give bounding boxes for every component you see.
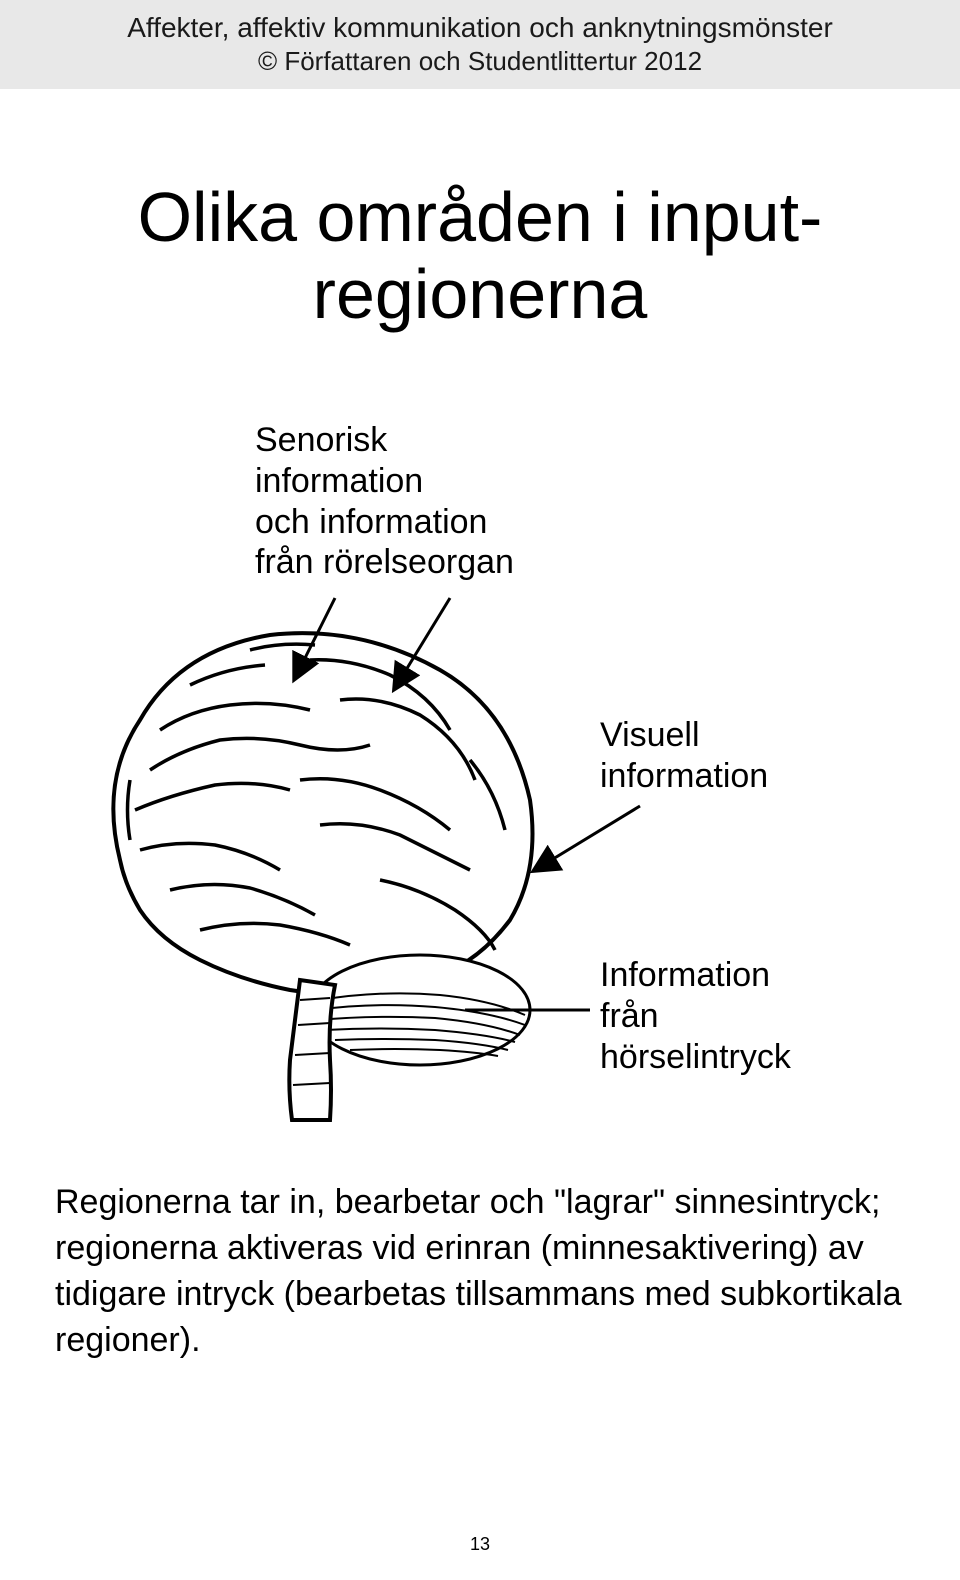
label-sensory-line1: Senorisk	[255, 420, 514, 461]
header-subtitle: © Författaren och Studentlittertur 2012	[0, 46, 960, 77]
header-title: Affekter, affektiv kommunikation och ank…	[0, 12, 960, 44]
label-sensory: Senorisk information och information frå…	[255, 420, 514, 583]
page-title: Olika områden i input-regionerna	[0, 179, 960, 333]
brain-svg	[40, 580, 600, 1140]
body-paragraph: Regionerna tar in, bearbetar och "lagrar…	[55, 1180, 905, 1364]
label-visual-line2: information	[600, 756, 768, 797]
label-sensory-line4: från rörelseorgan	[255, 542, 514, 583]
label-sensory-line2: information	[255, 461, 514, 502]
label-auditory-line2: från	[600, 996, 791, 1037]
label-auditory: Information från hörselintryck	[600, 955, 791, 1077]
brain-diagram	[40, 580, 600, 1140]
label-visual: Visuell information	[600, 715, 768, 797]
header-banner: Affekter, affektiv kommunikation och ank…	[0, 0, 960, 89]
label-auditory-line3: hörselintryck	[600, 1037, 791, 1078]
label-sensory-line3: och information	[255, 502, 514, 543]
label-visual-line1: Visuell	[600, 715, 768, 756]
label-auditory-line1: Information	[600, 955, 791, 996]
page-number: 13	[0, 1534, 960, 1555]
